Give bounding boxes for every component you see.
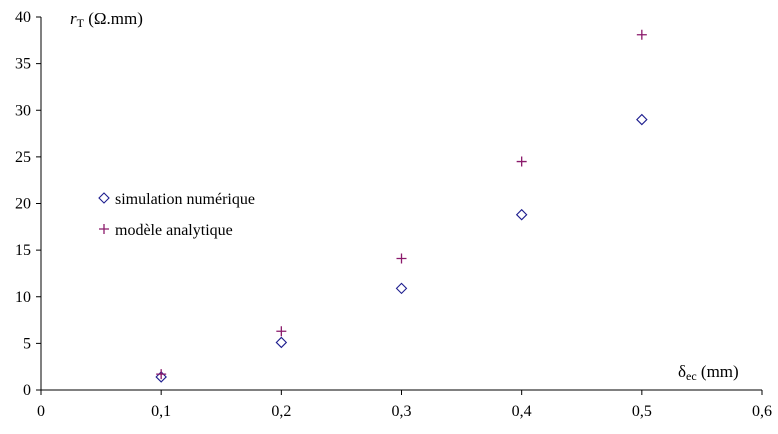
y-axis-title-unit: (Ω.mm) — [84, 9, 143, 28]
y-tick-label: 0 — [23, 382, 31, 399]
x-ticks: 0 0,1 0,2 0,3 0,4 0,5 0,6 — [37, 390, 772, 420]
x-tick-label: 0,4 — [512, 403, 532, 420]
legend-marker-diamond — [98, 192, 110, 204]
y-tick-label: 10 — [15, 289, 31, 306]
legend-label-analytique: modèle analytique — [115, 222, 233, 239]
point-analytique — [516, 156, 527, 167]
y-tick-label: 5 — [23, 335, 31, 352]
point-analytique — [276, 326, 287, 337]
x-tick-label: 0,1 — [151, 403, 171, 420]
data-points — [155, 29, 648, 383]
point-simulation — [636, 113, 648, 126]
y-tick-label: 35 — [15, 56, 31, 73]
y-tick-label: 25 — [15, 149, 31, 166]
legend-marker-plus — [99, 224, 109, 234]
y-tick-label: 40 — [15, 9, 31, 26]
legend: simulation numérique modèle analytique — [98, 191, 255, 239]
legend-item-simulation: simulation numérique — [98, 191, 255, 208]
point-simulation — [395, 282, 408, 295]
point-simulation — [275, 336, 288, 349]
x-tick-label: 0,5 — [632, 403, 652, 420]
point-simulation — [155, 371, 167, 383]
x-axis-title-symbol: δ — [678, 362, 686, 381]
x-axis-title-unit: (mm) — [697, 362, 739, 381]
x-axis-title-subscript: ec — [686, 369, 697, 383]
x-tick-label: 0,3 — [392, 403, 412, 420]
y-tick-label: 15 — [15, 242, 31, 259]
point-analytique — [636, 29, 647, 40]
legend-label-simulation: simulation numérique — [115, 191, 255, 208]
x-tick-label: 0,6 — [752, 403, 772, 420]
x-axis-title: δec (mm) — [678, 362, 739, 383]
x-tick-label: 0 — [37, 403, 45, 420]
point-analytique — [396, 253, 407, 264]
y-tick-label: 20 — [15, 196, 31, 213]
point-simulation — [515, 208, 528, 221]
y-axis-title: rT (Ω.mm) — [70, 9, 143, 30]
y-axis-title-subscript: T — [77, 16, 85, 30]
y-ticks: 0 5 10 15 20 25 30 35 40 — [15, 9, 41, 399]
point-analytique — [156, 369, 167, 380]
y-axis-title-symbol: r — [70, 9, 77, 28]
legend-item-analytique: modèle analytique — [99, 222, 233, 239]
x-tick-label: 0,2 — [271, 403, 291, 420]
y-tick-label: 30 — [15, 102, 31, 119]
